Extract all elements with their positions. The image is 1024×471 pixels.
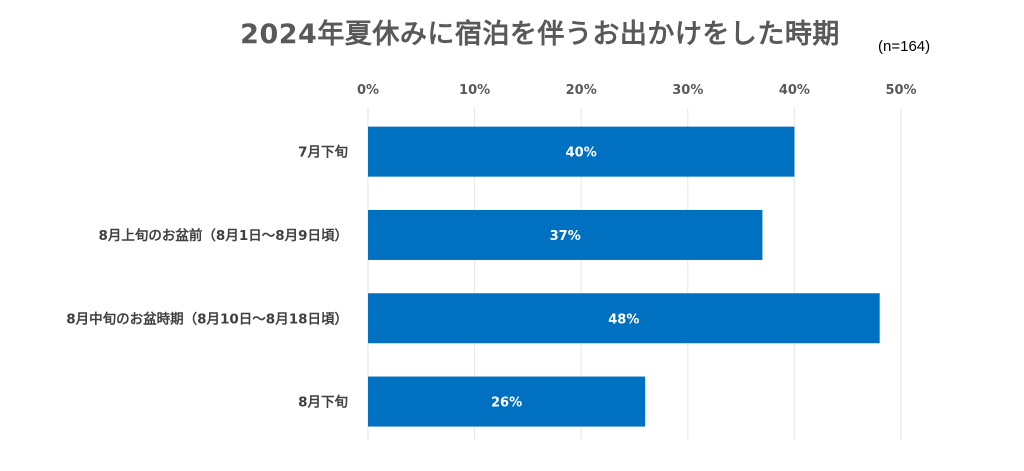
category-labels: 7月下旬 8月上旬のお盆前（8月1日～8月9日頃） 8月中旬のお盆時期（8月10日～… (66, 144, 348, 411)
sample-size-note: (n=164) (878, 38, 931, 55)
x-tick-label: 50% (885, 83, 916, 98)
data-labels: 40% 37% 48% 26% (491, 146, 639, 411)
chart-title: 2024年夏休みに宿泊を伴うお出かけをした時期 (240, 19, 840, 50)
x-tick-label: 30% (672, 83, 703, 98)
bars (368, 126, 880, 427)
x-tick-label: 20% (566, 83, 597, 98)
category-label: 8月下旬 (298, 394, 348, 411)
data-label: 26% (491, 396, 522, 411)
data-label: 37% (550, 229, 581, 244)
bar (368, 126, 795, 177)
bar (368, 209, 763, 260)
bar (368, 293, 880, 344)
bar (368, 376, 646, 427)
category-label: 8月上旬のお盆前（8月1日～8月9日頃） (99, 227, 348, 244)
data-label: 48% (608, 312, 639, 327)
x-tick-label: 40% (779, 83, 810, 98)
x-tick-label: 0% (357, 83, 379, 98)
x-tick-label: 10% (459, 83, 490, 98)
x-axis-ticks: 0% 10% 20% 30% 40% 50% (357, 83, 917, 98)
category-label: 8月中旬のお盆時期（8月10日～8月18日頃） (66, 310, 348, 327)
category-label: 7月下旬 (298, 144, 348, 161)
data-label: 40% (566, 146, 597, 161)
